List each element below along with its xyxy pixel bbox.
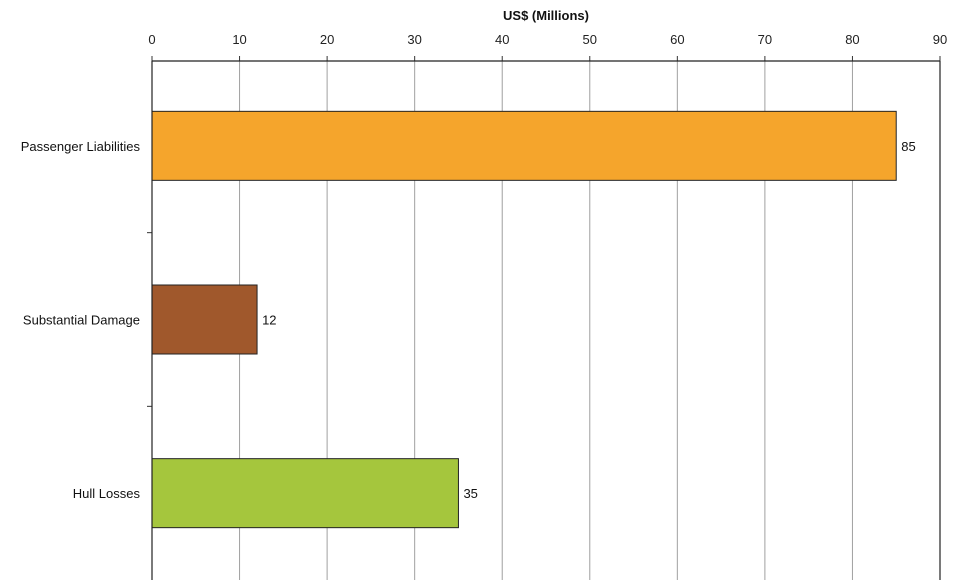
category-label: Passenger Liabilities	[21, 139, 141, 154]
x-tick-label: 80	[845, 32, 859, 47]
x-tick-label: 50	[583, 32, 597, 47]
x-tick-label: 20	[320, 32, 334, 47]
x-axis-ticks: 0 10 20 30 40 50 60 70 80 90	[148, 32, 947, 61]
bars	[151, 110, 897, 529]
x-axis-title: US$ (Millions)	[503, 8, 589, 23]
bar	[151, 110, 897, 181]
axes	[147, 60, 941, 580]
data-label: 12	[262, 313, 276, 328]
data-label: 35	[463, 486, 477, 501]
x-tick-label: 60	[670, 32, 684, 47]
x-tick-label: 10	[232, 32, 246, 47]
bar	[151, 284, 258, 355]
data-label: 85	[901, 139, 915, 154]
x-tick-label: 90	[933, 32, 947, 47]
x-tick-label: 70	[758, 32, 772, 47]
category-label: Substantial Damage	[23, 313, 140, 328]
category-labels: Passenger Liabilities Substantial Damage H…	[21, 139, 141, 501]
category-label: Hull Losses	[73, 486, 141, 501]
bar	[151, 458, 459, 529]
x-tick-label: 40	[495, 32, 509, 47]
data-labels: 85 12 35	[262, 139, 916, 501]
x-tick-label: 30	[407, 32, 421, 47]
x-tick-label: 0	[148, 32, 155, 47]
